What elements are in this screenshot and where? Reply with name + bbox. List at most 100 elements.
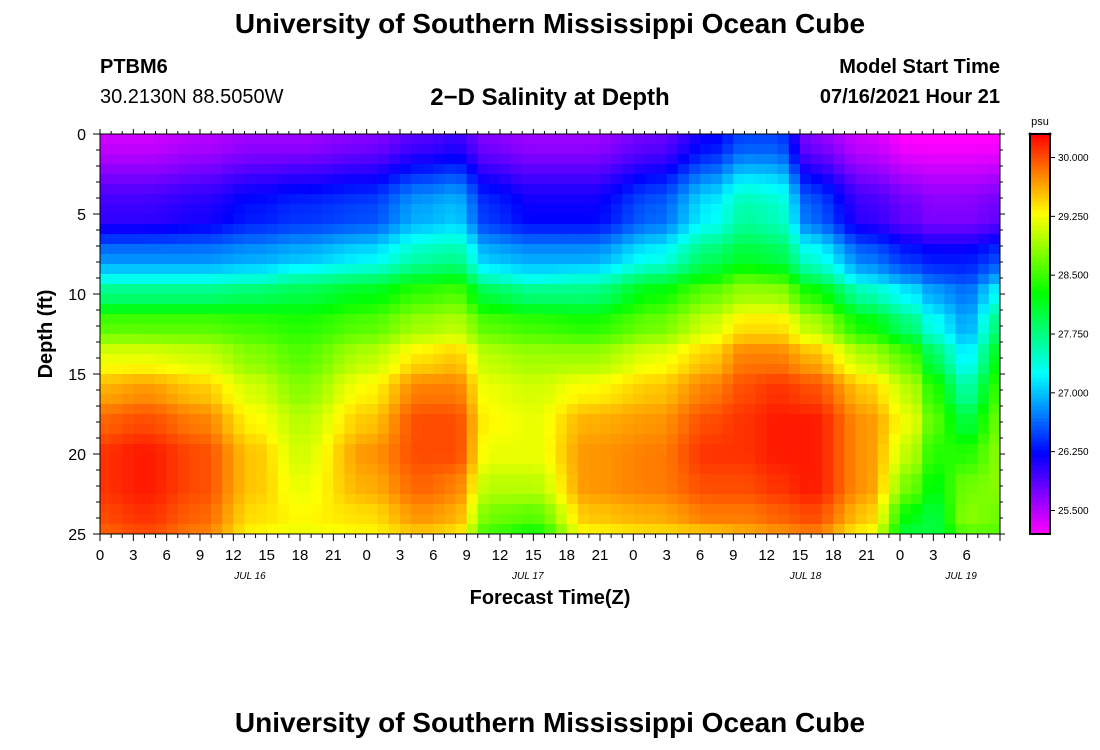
heatmap-cell bbox=[422, 214, 434, 225]
heatmap-cell bbox=[288, 434, 301, 445]
heatmap-cell bbox=[366, 224, 379, 235]
heatmap-cell bbox=[733, 204, 746, 215]
heatmap-cell bbox=[344, 194, 357, 205]
heatmap-cell bbox=[577, 334, 590, 345]
colorbar-swatch bbox=[1030, 302, 1050, 307]
heatmap-cell bbox=[911, 444, 923, 455]
heatmap-cell bbox=[666, 154, 679, 165]
heatmap-cell bbox=[277, 454, 290, 465]
heatmap-cell bbox=[888, 204, 901, 215]
heatmap-cell bbox=[566, 294, 579, 305]
heatmap-cell bbox=[555, 394, 568, 405]
heatmap-cell bbox=[155, 154, 168, 165]
heatmap-cell bbox=[944, 384, 957, 395]
heatmap-cell bbox=[700, 144, 712, 155]
heatmap-cell bbox=[900, 444, 912, 455]
heatmap-cell bbox=[300, 304, 312, 315]
heatmap-cell bbox=[755, 474, 768, 485]
heatmap-cell bbox=[422, 234, 434, 245]
heatmap-cell bbox=[600, 174, 612, 185]
heatmap-cell bbox=[411, 224, 423, 235]
heatmap-cell bbox=[522, 244, 534, 255]
heatmap-cell bbox=[722, 524, 734, 534]
heatmap-cell bbox=[811, 314, 823, 325]
heatmap-cell bbox=[988, 204, 1000, 215]
heatmap-cell bbox=[100, 344, 112, 355]
heatmap-cell bbox=[611, 454, 623, 465]
heatmap-cell bbox=[833, 424, 846, 435]
heatmap-cell bbox=[333, 224, 346, 235]
heatmap-cell bbox=[855, 344, 868, 355]
heatmap-cell bbox=[611, 344, 623, 355]
heatmap-cell bbox=[377, 314, 390, 325]
heatmap-cell bbox=[500, 364, 512, 375]
heatmap-cell bbox=[355, 244, 368, 255]
heatmap-cell bbox=[811, 404, 823, 415]
heatmap-cell bbox=[177, 284, 190, 295]
heatmap-cell bbox=[433, 154, 446, 165]
heatmap-cell bbox=[833, 504, 846, 515]
heatmap-cell bbox=[533, 174, 546, 185]
heatmap-cell bbox=[300, 144, 312, 155]
heatmap-cell bbox=[700, 324, 712, 335]
heatmap-cell bbox=[988, 304, 1000, 315]
heatmap-cell bbox=[133, 134, 146, 145]
heatmap-cell bbox=[900, 464, 912, 475]
heatmap-cell bbox=[766, 344, 779, 355]
heatmap-cell bbox=[277, 374, 290, 385]
heatmap-cell bbox=[888, 364, 901, 375]
heatmap-cell bbox=[144, 284, 157, 295]
heatmap-cell bbox=[355, 354, 368, 365]
heatmap-cell bbox=[488, 364, 501, 375]
heatmap-cell bbox=[833, 214, 846, 225]
heatmap-cell bbox=[266, 194, 279, 205]
heatmap-cell bbox=[155, 364, 168, 375]
heatmap-cell bbox=[922, 424, 934, 435]
heatmap-cell bbox=[455, 274, 468, 285]
heatmap-cell bbox=[400, 364, 412, 375]
heatmap-cell bbox=[500, 134, 512, 145]
heatmap-cell bbox=[522, 454, 534, 465]
heatmap-cell bbox=[811, 214, 823, 225]
heatmap-cell bbox=[588, 364, 601, 375]
heatmap-cell bbox=[600, 384, 612, 395]
heatmap-cell bbox=[933, 504, 946, 515]
heatmap-cell bbox=[100, 164, 112, 175]
heatmap-cell bbox=[866, 264, 879, 275]
heatmap-cell bbox=[133, 454, 146, 465]
colorbar-swatch bbox=[1030, 318, 1050, 323]
heatmap-cell bbox=[633, 204, 646, 215]
heatmap-cell bbox=[122, 244, 134, 255]
heatmap-cell bbox=[488, 484, 501, 495]
heatmap-cell bbox=[433, 244, 446, 255]
heatmap-cell bbox=[111, 384, 123, 395]
heatmap-cell bbox=[244, 294, 257, 305]
heatmap-cell bbox=[577, 364, 590, 375]
heatmap-cell bbox=[955, 284, 968, 295]
heatmap-cell bbox=[433, 484, 446, 495]
heatmap-cell bbox=[755, 444, 768, 455]
heatmap-cell bbox=[455, 344, 468, 355]
heatmap-cell bbox=[144, 234, 157, 245]
heatmap-cell bbox=[644, 374, 657, 385]
heatmap-cell bbox=[988, 174, 1000, 185]
heatmap-cell bbox=[677, 524, 690, 534]
heatmap-cell bbox=[622, 444, 634, 455]
heatmap-cell bbox=[155, 194, 168, 205]
heatmap-cell bbox=[400, 374, 412, 385]
heatmap-cell bbox=[688, 284, 701, 295]
heatmap-cell bbox=[122, 314, 134, 325]
heatmap-cell bbox=[188, 304, 201, 315]
heatmap-cell bbox=[977, 274, 990, 285]
heatmap-cell bbox=[522, 214, 534, 225]
heatmap-cell bbox=[733, 274, 746, 285]
heatmap-cell bbox=[400, 274, 412, 285]
heatmap-cell bbox=[588, 454, 601, 465]
heatmap-cell bbox=[633, 334, 646, 345]
heatmap-cell bbox=[222, 414, 234, 425]
heatmap-cell bbox=[933, 134, 946, 145]
heatmap-cell bbox=[411, 434, 423, 445]
heatmap-cell bbox=[611, 274, 623, 285]
heatmap-cell bbox=[877, 284, 890, 295]
heatmap-cell bbox=[822, 464, 834, 475]
